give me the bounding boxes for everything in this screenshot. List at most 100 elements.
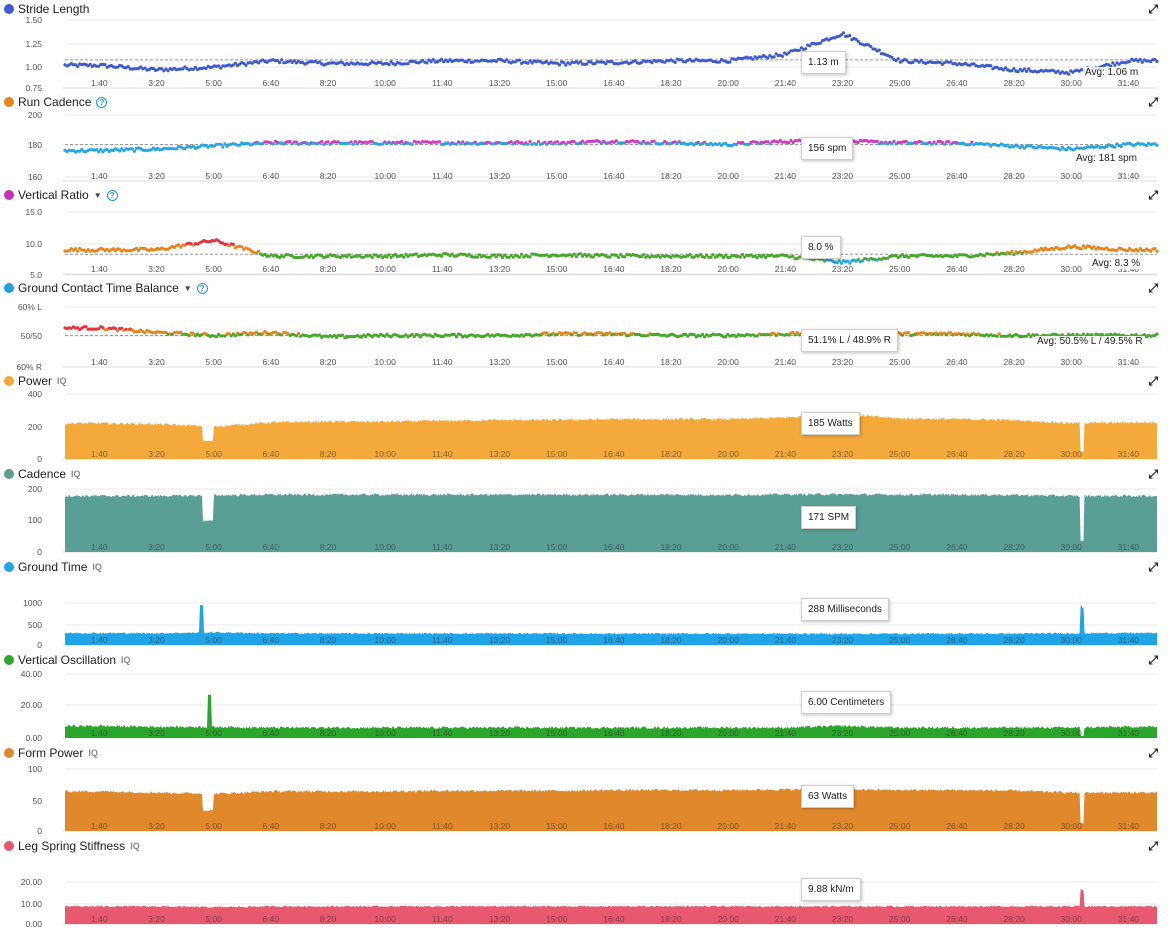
x-tick-label: 20:00 — [718, 357, 740, 367]
data-point — [711, 253, 715, 257]
data-point — [660, 141, 665, 145]
data-point — [349, 140, 353, 144]
data-point — [860, 259, 865, 263]
data-point — [1155, 143, 1159, 147]
expand-icon[interactable]: ⤢ — [1148, 281, 1158, 295]
x-tick-label: 11:40 — [432, 635, 453, 645]
help-icon[interactable]: ? — [96, 96, 108, 108]
data-point — [892, 139, 896, 143]
data-point — [608, 331, 612, 335]
data-point — [204, 66, 208, 71]
legend-dot-icon — [4, 748, 14, 758]
series-area — [65, 694, 1157, 738]
data-point — [789, 138, 793, 143]
data-point — [934, 142, 938, 146]
legend-dot-icon — [4, 97, 14, 107]
data-point — [766, 56, 770, 60]
data-point — [684, 332, 688, 336]
x-tick-label: 5:00 — [205, 728, 222, 738]
data-point — [917, 60, 921, 64]
panel-stride: Stride Length ⤢ 1.50 1.25 1.00 0.75 1:40 3:20 5:… — [0, 0, 1168, 93]
help-icon[interactable]: ? — [196, 282, 208, 294]
data-point — [1111, 61, 1115, 65]
data-point — [351, 142, 355, 146]
caret-down-icon[interactable]: ▼ — [183, 283, 192, 293]
x-tick-label: 16:40 — [603, 171, 625, 181]
panel-title: Run Cadence? — [4, 95, 108, 109]
data-point — [1113, 63, 1117, 67]
x-tick-label: 11:40 — [432, 264, 453, 274]
data-point — [181, 67, 185, 71]
data-point — [1008, 252, 1012, 256]
x-tick-label: 28:20 — [1003, 264, 1025, 274]
data-point — [679, 58, 684, 62]
y-tick-label: 100 — [28, 764, 42, 774]
legend-dot-icon — [4, 562, 14, 572]
y-tick-label: 0.75 — [25, 83, 42, 93]
expand-icon[interactable]: ⤢ — [1148, 467, 1158, 481]
data-point — [1081, 332, 1085, 336]
expand-icon[interactable]: ⤢ — [1148, 374, 1158, 388]
data-point — [105, 247, 109, 251]
y-tick-label: 200 — [28, 110, 42, 120]
data-point — [995, 251, 999, 255]
data-point — [294, 140, 298, 144]
data-point — [942, 142, 947, 146]
data-point — [658, 255, 663, 259]
data-point — [877, 48, 881, 52]
data-point — [528, 59, 532, 63]
data-point — [1104, 145, 1109, 149]
data-point — [728, 60, 732, 64]
data-point — [846, 259, 850, 263]
y-tick-label: 40.00 — [21, 669, 43, 679]
data-point — [1010, 249, 1014, 254]
x-tick-label: 18:20 — [660, 264, 682, 274]
panel-title: Vertical Oscillation IQ — [4, 653, 131, 667]
data-point — [585, 62, 589, 66]
y-tick-label: 180 — [28, 140, 42, 150]
data-point — [271, 142, 275, 146]
x-tick-label: 30:00 — [1061, 914, 1083, 924]
data-point — [368, 254, 372, 258]
data-point — [717, 60, 722, 64]
x-tick-label: 21:40 — [775, 821, 797, 831]
data-point — [191, 332, 195, 336]
data-point — [545, 331, 549, 335]
expand-icon[interactable]: ⤢ — [1148, 188, 1158, 202]
data-point — [113, 326, 118, 331]
x-tick-label: 20:00 — [718, 542, 740, 552]
data-point — [564, 63, 568, 67]
expand-icon[interactable]: ⤢ — [1148, 746, 1158, 760]
data-point — [677, 140, 682, 144]
data-point — [76, 249, 80, 253]
expand-icon[interactable]: ⤢ — [1148, 2, 1158, 16]
data-point — [614, 139, 618, 143]
y-tick-label: 0 — [37, 547, 42, 557]
data-point — [118, 149, 122, 153]
data-point — [614, 253, 618, 257]
expand-icon[interactable]: ⤢ — [1148, 653, 1158, 667]
expand-icon[interactable]: ⤢ — [1148, 95, 1158, 109]
x-tick-label: 23:20 — [832, 357, 854, 367]
data-point — [177, 243, 181, 247]
x-tick-label: 20:00 — [718, 821, 740, 831]
x-tick-label: 11:40 — [432, 357, 453, 367]
data-point — [282, 255, 286, 259]
x-tick-label: 18:20 — [660, 171, 682, 181]
x-tick-label: 10:00 — [375, 264, 397, 274]
data-point — [404, 252, 408, 256]
data-point — [564, 142, 568, 146]
series-points — [63, 325, 1159, 340]
data-point — [440, 254, 444, 258]
caret-down-icon[interactable]: ▼ — [93, 190, 102, 200]
x-tick-label: 16:40 — [603, 78, 625, 88]
expand-icon[interactable]: ⤢ — [1148, 560, 1158, 574]
help-icon[interactable]: ? — [106, 189, 118, 201]
x-tick-label: 11:40 — [432, 728, 453, 738]
data-point — [179, 245, 183, 249]
x-tick-label: 23:20 — [832, 821, 854, 831]
expand-icon[interactable]: ⤢ — [1148, 839, 1158, 853]
x-tick-label: 15:00 — [546, 449, 568, 459]
data-point — [722, 255, 726, 260]
x-tick-label: 3:20 — [148, 542, 165, 552]
